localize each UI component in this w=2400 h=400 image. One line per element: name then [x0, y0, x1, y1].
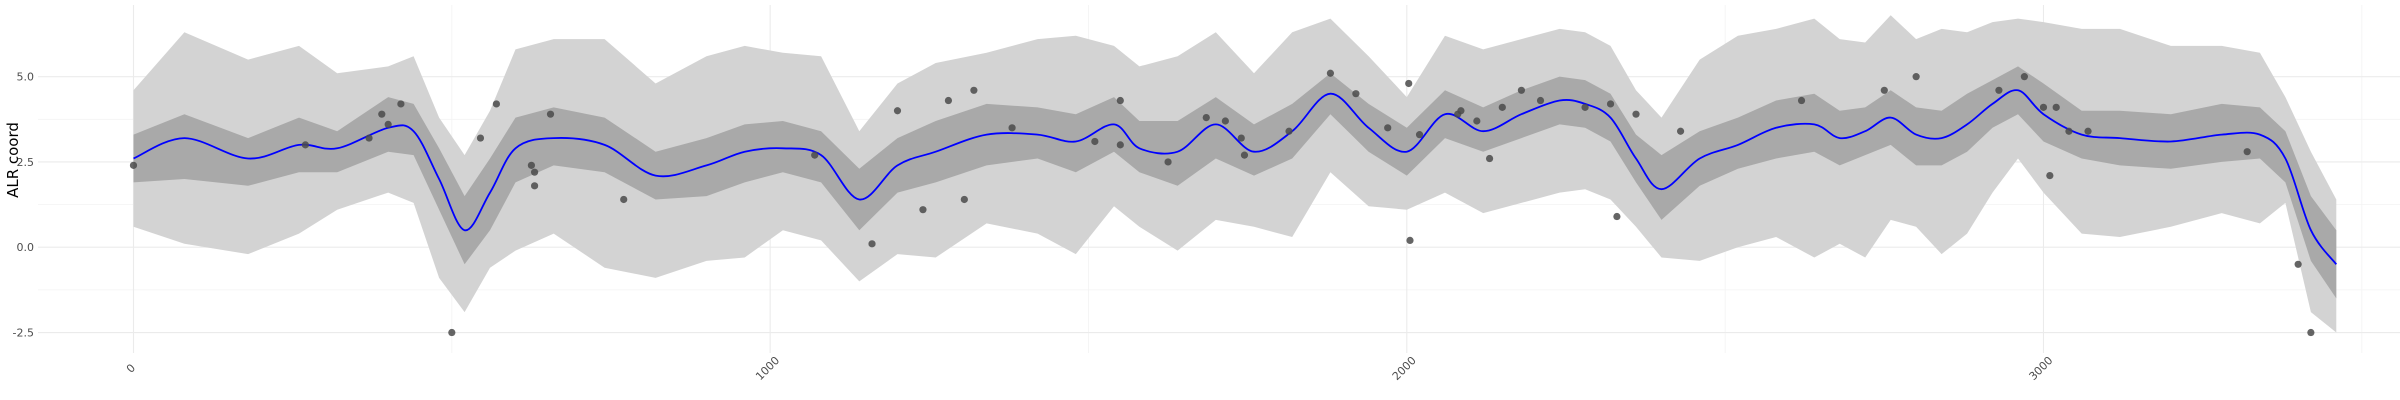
inner-band-area — [133, 66, 2337, 299]
data-point — [2020, 73, 2028, 81]
data-point — [1797, 96, 1806, 105]
data-point — [1164, 158, 1172, 166]
data-point — [1606, 100, 1615, 108]
data-point — [1116, 96, 1124, 105]
data-point — [919, 206, 927, 214]
data-point — [2307, 328, 2315, 337]
y-tick-label: 2.5 — [17, 156, 35, 169]
data-point — [1613, 212, 1621, 221]
data-point — [1352, 90, 1360, 98]
data-point — [1008, 124, 1016, 132]
inner-credible-band — [133, 66, 2337, 299]
data-point — [301, 141, 309, 149]
y-axis-ticks: -2.5 0.0 2.5 5.0 — [13, 71, 34, 340]
data-point — [1632, 110, 1640, 118]
data-point — [944, 96, 953, 105]
observed-points — [129, 69, 2315, 337]
data-point — [1237, 134, 1245, 142]
data-point — [1498, 103, 1506, 111]
data-point — [492, 100, 500, 108]
data-point — [1285, 127, 1293, 135]
data-point — [1384, 124, 1392, 132]
data-point — [2039, 103, 2048, 111]
y-axis-title: ALR coord — [4, 122, 22, 198]
data-point — [1221, 117, 1229, 125]
y-tick-label: -2.5 — [13, 327, 34, 340]
data-point — [2084, 127, 2092, 135]
data-point — [1485, 154, 1494, 163]
data-point — [960, 195, 968, 204]
y-tick-label: 5.0 — [17, 71, 35, 84]
data-point — [2243, 148, 2251, 156]
data-point — [527, 161, 536, 169]
data-point — [546, 110, 555, 118]
outer-band-area — [133, 15, 2337, 333]
data-point — [384, 120, 392, 129]
data-point — [397, 100, 405, 108]
mean-curve-line — [133, 89, 2338, 265]
data-point — [1995, 86, 2003, 94]
data-point — [476, 134, 485, 142]
data-point — [1880, 86, 1888, 94]
data-point — [1581, 103, 1589, 111]
data-point — [893, 107, 902, 115]
data-point — [1405, 79, 1413, 88]
data-point — [1091, 137, 1099, 146]
data-point — [2294, 260, 2302, 268]
data-point — [970, 86, 978, 94]
data-point — [365, 134, 373, 142]
outer-credible-band — [133, 15, 2337, 333]
data-point — [378, 110, 386, 118]
data-point — [1202, 113, 1210, 122]
data-point — [1676, 127, 1685, 135]
data-point — [129, 161, 138, 169]
data-point — [1473, 117, 1481, 125]
data-point — [1240, 151, 1249, 159]
data-point — [1457, 107, 1465, 115]
data-point — [2046, 171, 2054, 180]
data-point — [1912, 73, 1920, 81]
data-point — [448, 328, 456, 337]
y-tick-label: 0.0 — [17, 241, 35, 254]
data-point — [1116, 141, 1124, 149]
data-point — [811, 151, 819, 159]
data-point — [868, 240, 876, 248]
data-point — [1415, 131, 1424, 139]
data-point — [530, 168, 539, 176]
data-point — [1517, 86, 1526, 94]
data-point — [2065, 127, 2073, 135]
data-point — [2052, 103, 2060, 111]
data-point — [1536, 96, 1545, 105]
mean-curve — [133, 89, 2338, 265]
data-point — [1406, 236, 1414, 245]
data-point — [530, 182, 539, 190]
data-point — [620, 195, 628, 204]
data-point — [1326, 69, 1335, 77]
